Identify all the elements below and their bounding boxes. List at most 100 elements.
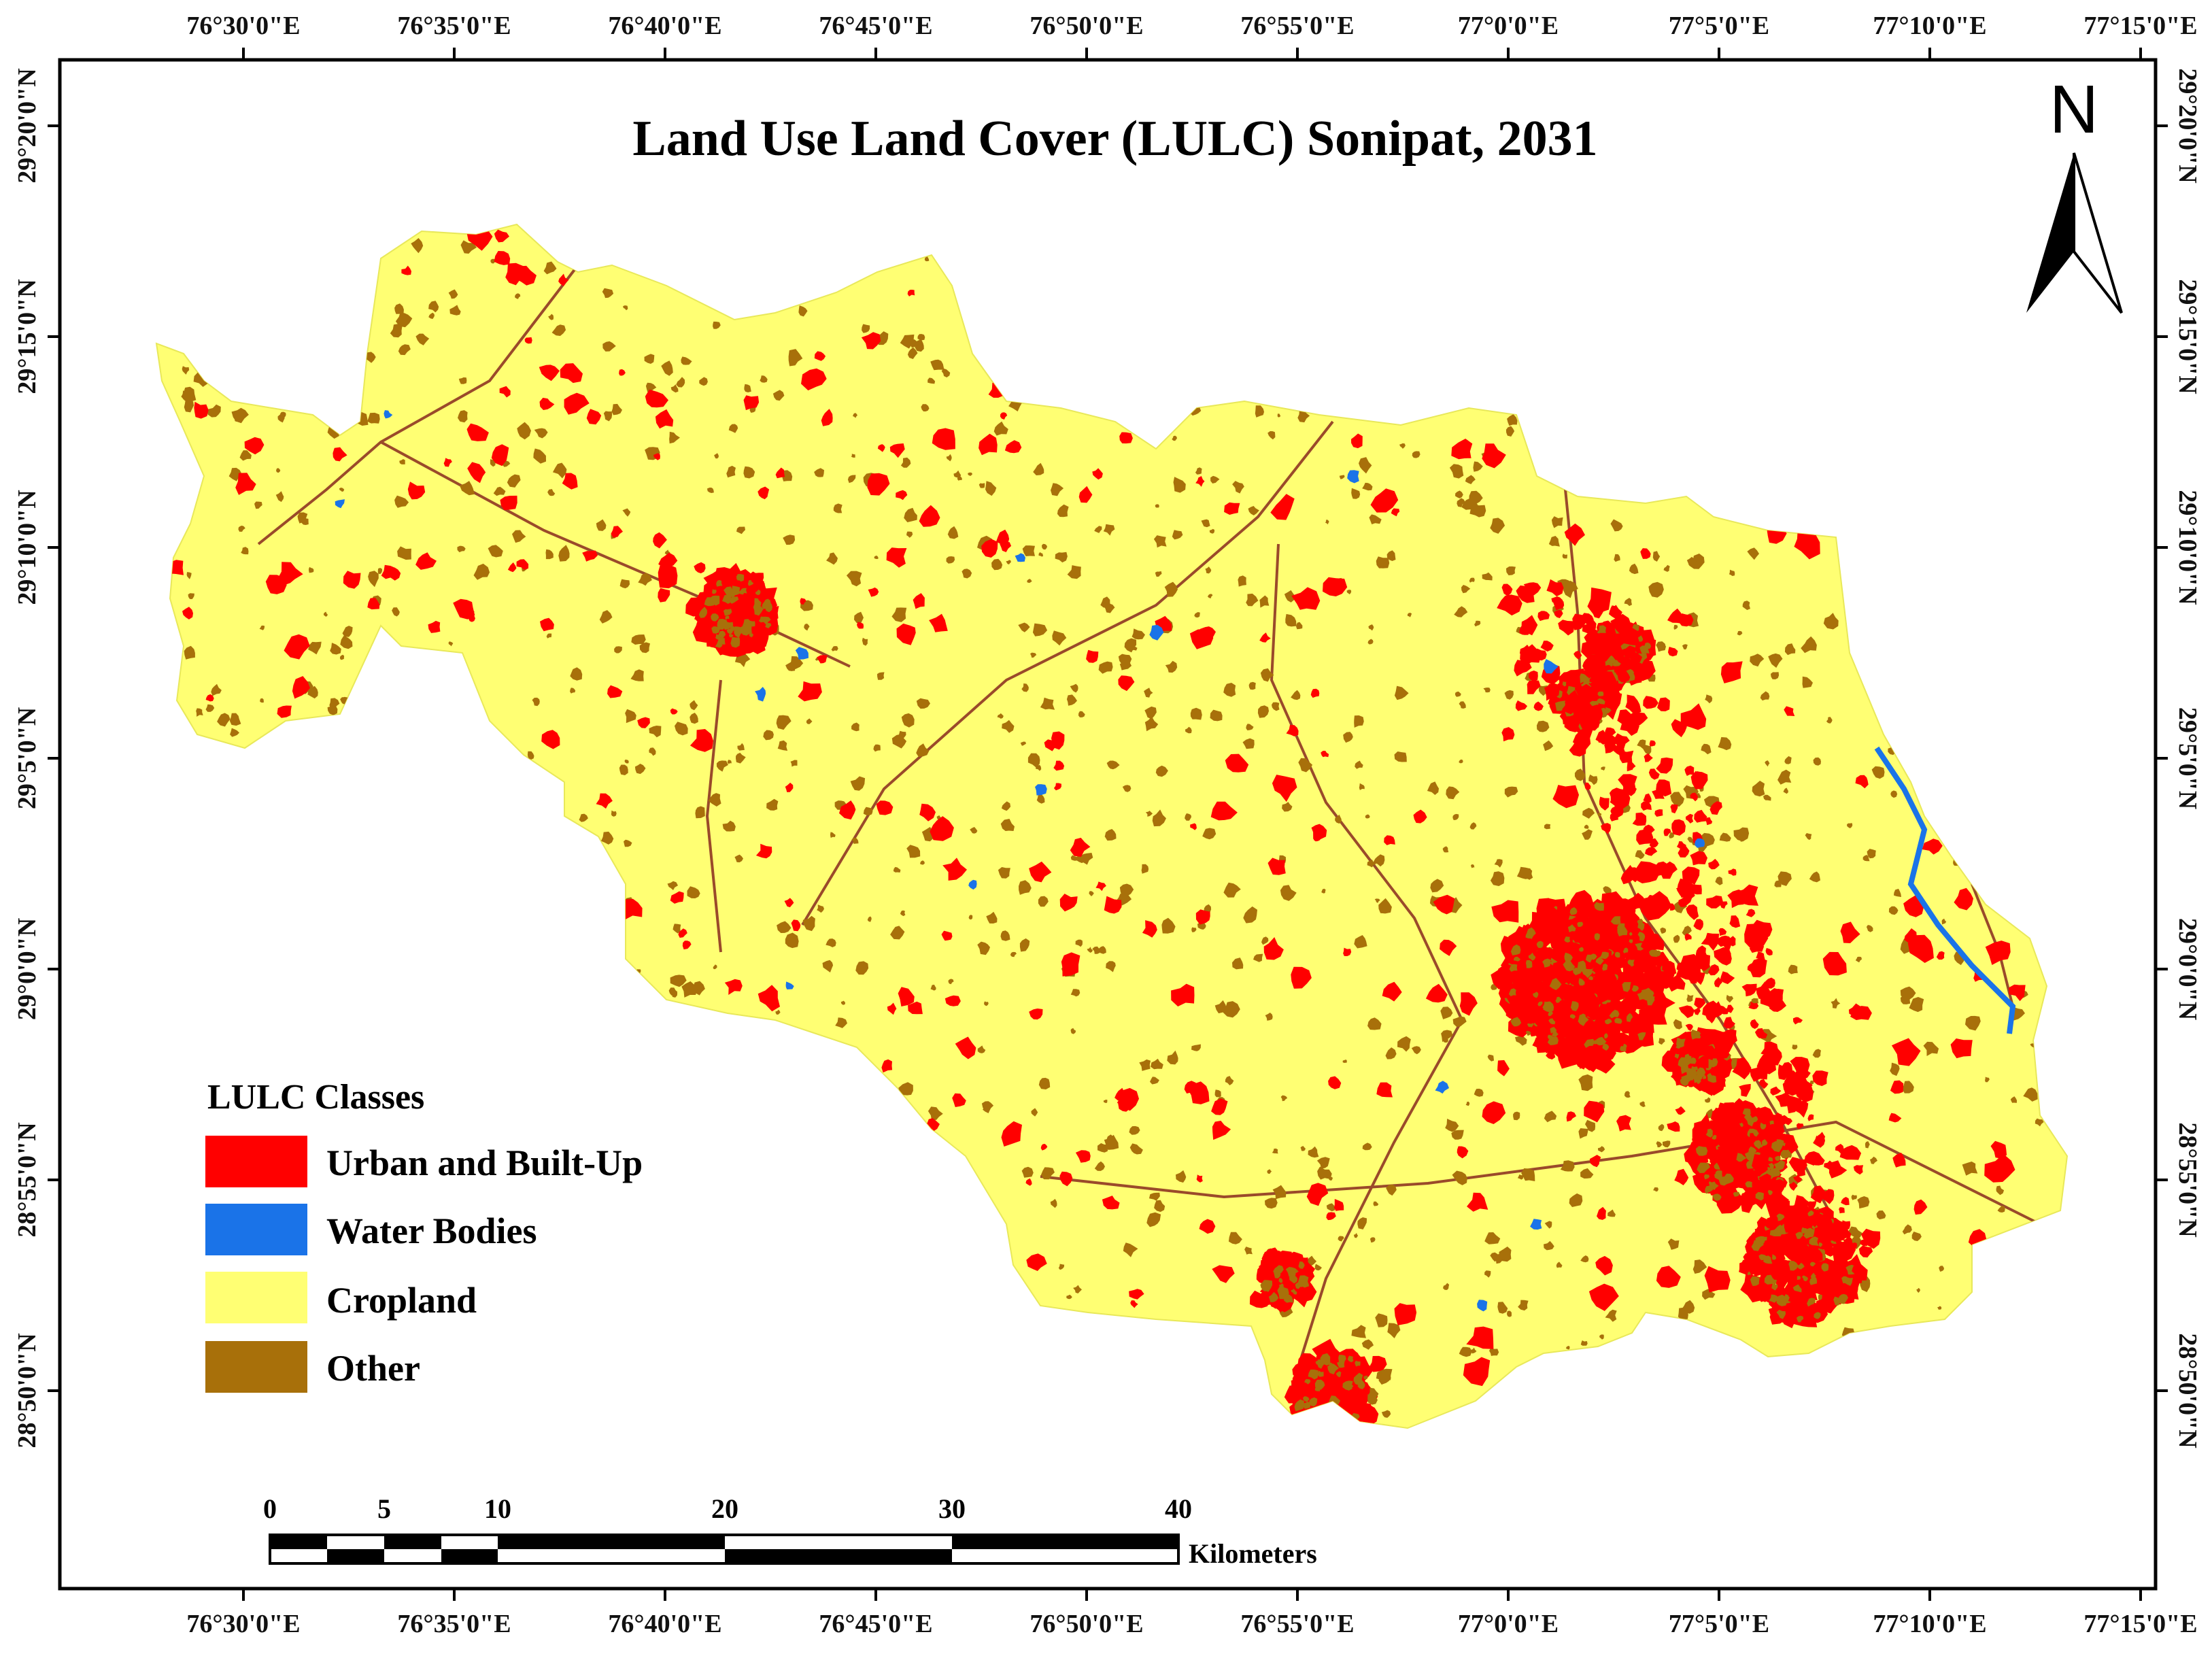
urban-patch [1040, 1144, 1048, 1151]
other-patch [1019, 938, 1030, 952]
urban-patch [516, 559, 529, 570]
other-patch [1588, 976, 1593, 981]
other-patch [850, 776, 866, 791]
other-patch [1195, 467, 1202, 475]
other-patch [898, 730, 906, 739]
other-patch [1268, 1291, 1279, 1302]
urban-cluster-patch [1559, 1043, 1578, 1064]
other-patch [207, 404, 221, 418]
urban-patch [1595, 1255, 1613, 1276]
urban-cluster-patch [1580, 925, 1605, 955]
urban-patch [1529, 671, 1538, 682]
other-patch [1604, 1033, 1608, 1039]
urban-patch [1985, 941, 2011, 965]
urban-patch [1709, 801, 1722, 815]
other-patch [1748, 1146, 1757, 1155]
other-patch [1784, 756, 1792, 764]
urban-patch [443, 458, 452, 467]
other-patch [1739, 1122, 1743, 1128]
other-patch [1647, 990, 1654, 997]
other-patch [1030, 652, 1037, 658]
other-patch [260, 698, 264, 703]
other-patch [1941, 918, 1947, 925]
other-patch [1701, 743, 1712, 755]
other-patch [1542, 958, 1551, 968]
other-patch [1194, 612, 1200, 617]
urban-patch [996, 529, 1010, 545]
longitude-label-top: 77°15'0"E [2083, 12, 2197, 40]
other-patch [928, 1106, 943, 1121]
other-patch [1660, 927, 1667, 934]
other-patch [977, 1045, 986, 1053]
other-patch [948, 979, 954, 985]
other-patch [1353, 1372, 1363, 1386]
other-patch [1291, 690, 1301, 700]
other-patch [1161, 917, 1176, 934]
urban-patch [1425, 983, 1448, 1003]
other-patch [1673, 934, 1680, 943]
other-patch [1562, 554, 1567, 559]
other-patch [1308, 1146, 1319, 1158]
urban-patch [1328, 1076, 1342, 1089]
other-patch [1303, 1396, 1310, 1402]
other-patch [699, 377, 708, 386]
other-patch [1580, 1168, 1594, 1179]
other-patch [1457, 498, 1465, 507]
other-patch [985, 481, 997, 496]
other-patch [1443, 1283, 1450, 1290]
urban-patch [407, 481, 426, 500]
other-patch [782, 470, 793, 481]
other-patch [1890, 790, 1898, 798]
longitude-label-top: 76°50'0"E [1030, 12, 1143, 40]
longitude-label-top: 76°40'0"E [608, 12, 721, 40]
other-patch [1320, 1353, 1331, 1366]
other-patch [1900, 995, 1911, 1004]
other-patch [368, 571, 379, 588]
urban-patch [1306, 1183, 1329, 1206]
other-patch [1775, 1155, 1781, 1161]
other-patch [1070, 989, 1081, 997]
other-patch [970, 827, 978, 834]
other-patch [1185, 813, 1192, 821]
urban-patch [1053, 783, 1061, 791]
other-patch [1729, 569, 1735, 576]
other-patch [1818, 1294, 1822, 1300]
other-patch [840, 1000, 846, 1005]
other-patch [1459, 759, 1463, 764]
urban-patch [791, 919, 801, 932]
other-patch [1298, 1261, 1305, 1269]
other-patch [230, 728, 239, 737]
other-patch [1939, 1266, 1944, 1272]
other-patch [570, 667, 583, 681]
other-patch [1544, 1240, 1554, 1251]
road-line [1270, 543, 1463, 1021]
other-patch [1106, 961, 1116, 972]
other-patch [1309, 1397, 1318, 1407]
other-patch [1525, 960, 1533, 968]
latitude-label-left: 28°55'0"N [13, 1122, 41, 1237]
other-patch [517, 422, 531, 440]
urban-patch [857, 622, 864, 629]
other-patch [259, 625, 265, 630]
other-patch [1315, 1360, 1321, 1367]
other-patch [877, 672, 885, 680]
urban-corridor-patch [1619, 750, 1634, 764]
other-patch [1777, 871, 1792, 886]
urban-patch [284, 634, 310, 660]
other-patch [916, 743, 930, 757]
other-patch [1038, 896, 1049, 907]
other-patch [1624, 598, 1632, 607]
other-patch [639, 642, 650, 654]
urban-patch [524, 337, 532, 344]
other-patch [1584, 824, 1589, 829]
urban-patch [945, 995, 961, 1006]
longitude-label-bottom: 77°5'0"E [1669, 1610, 1769, 1638]
other-patch [898, 1082, 913, 1096]
other-patch [788, 349, 803, 367]
other-patch [847, 475, 856, 484]
urban-patch [235, 473, 256, 495]
other-patch [1708, 1181, 1714, 1186]
other-patch [547, 489, 556, 496]
other-patch [1652, 551, 1661, 562]
other-patch [1207, 594, 1213, 598]
